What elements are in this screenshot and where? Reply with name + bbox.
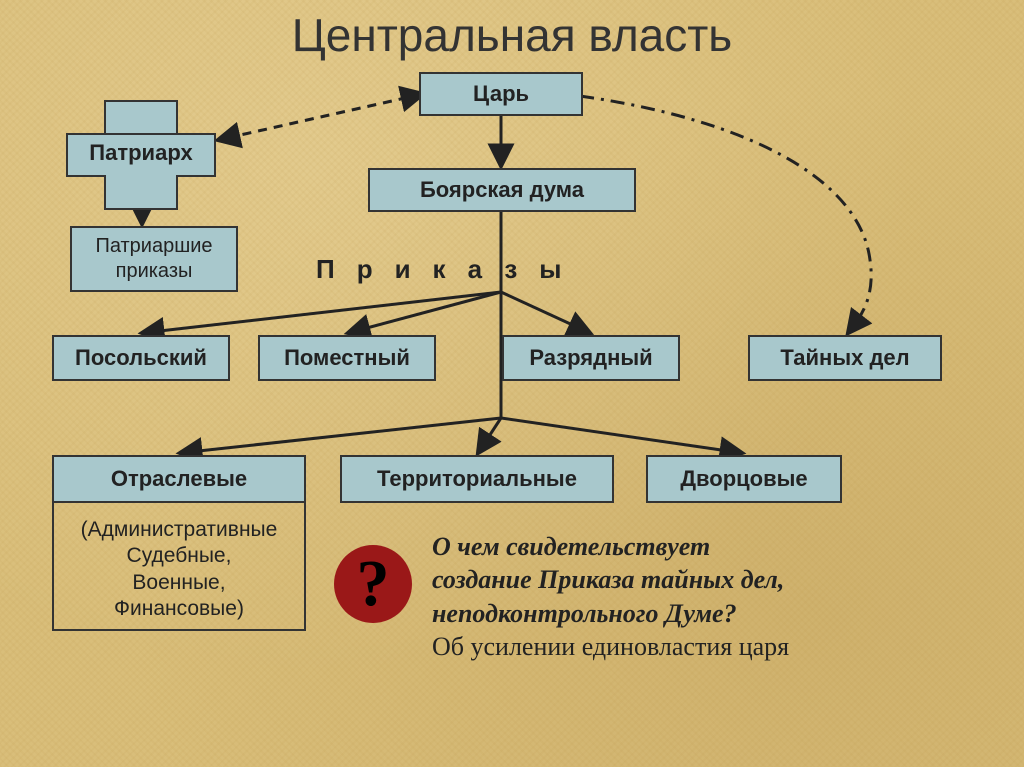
node-label: Патриаршиеприказы	[95, 235, 212, 282]
question-line: неподконтрольного Думе?	[432, 597, 992, 630]
node-posolsky: Посольский	[52, 335, 230, 381]
node-label: Отраслевые	[111, 466, 247, 492]
node-label: Поместный	[284, 345, 410, 371]
node-label: Царь	[473, 81, 529, 107]
node-pomestny: Поместный	[258, 335, 436, 381]
node-label: Патриарх	[66, 140, 216, 166]
page-title: Центральная власть	[0, 8, 1024, 62]
node-label: Тайных дел	[780, 345, 909, 371]
node-label: Территориальные	[377, 466, 577, 492]
node-otraslevye-sub: (АдминистративныеСудебные,Военные,Финанс…	[52, 503, 306, 631]
node-tainykh: Тайных дел	[748, 335, 942, 381]
question-line: создание Приказа тайных дел,	[432, 563, 992, 596]
node-label: Дворцовые	[680, 466, 807, 492]
node-otraslevye: Отраслевые	[52, 455, 306, 503]
node-label: Разрядный	[529, 345, 652, 371]
question-line: О чем свидетельствует	[432, 530, 992, 563]
node-dvortsovye: Дворцовые	[646, 455, 842, 503]
node-patriarch: Патриарх	[66, 100, 216, 210]
question-symbol: ?	[357, 546, 390, 622]
node-tsar: Царь	[419, 72, 583, 116]
question-text: О чем свидетельствует создание Приказа т…	[432, 530, 992, 663]
prikazy-label: Приказы	[316, 254, 583, 285]
node-duma: Боярская дума	[368, 168, 636, 212]
node-razryadny: Разрядный	[502, 335, 680, 381]
node-patriarch-prikazy: Патриаршиеприказы	[70, 226, 238, 292]
node-label: Боярская дума	[420, 177, 584, 203]
node-label: Посольский	[75, 345, 207, 371]
question-answer: Об усилении единовластия царя	[432, 630, 992, 663]
node-territorialnye: Территориальные	[340, 455, 614, 503]
question-icon: ?	[334, 545, 412, 623]
